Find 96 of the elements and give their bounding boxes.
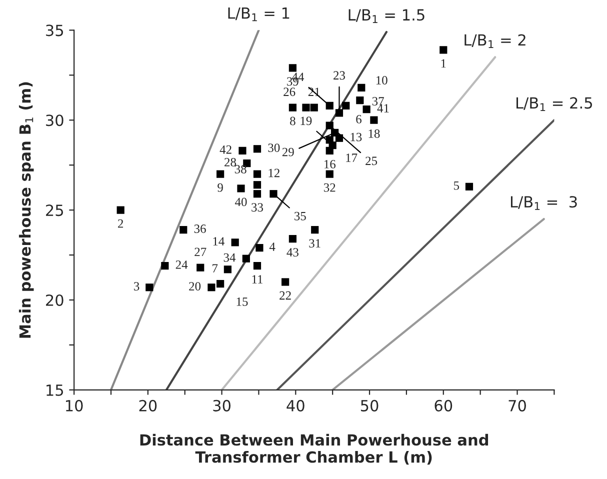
point bbox=[326, 122, 334, 130]
annotation: 11 bbox=[252, 275, 263, 284]
series-label: L/B$_{1}$ = 2 bbox=[464, 34, 526, 48]
point bbox=[358, 84, 366, 92]
annotation: 7 bbox=[212, 264, 218, 272]
y-tick-label: 20 bbox=[46, 294, 64, 306]
annotation: 40 bbox=[234, 198, 247, 206]
annotation: 5 bbox=[454, 181, 460, 190]
point bbox=[253, 145, 262, 153]
annotation: 38 bbox=[234, 164, 246, 174]
point bbox=[342, 102, 350, 110]
annotation: 30 bbox=[268, 144, 280, 152]
point bbox=[370, 116, 378, 124]
y-tick-label: 35 bbox=[46, 24, 63, 36]
annotation: 26 bbox=[284, 88, 296, 96]
x-axis-title: Distance Between Main Powerhouse and Transformer Chamber L (m) bbox=[140, 434, 488, 465]
annotation: 2 bbox=[118, 219, 124, 228]
point bbox=[362, 106, 370, 114]
annotation: 12 bbox=[268, 168, 280, 178]
annotation: 33 bbox=[252, 203, 264, 212]
annotation: 22 bbox=[280, 291, 291, 300]
annotation: 28 bbox=[224, 158, 236, 166]
annotation: 29 bbox=[282, 148, 294, 156]
y-tick-label: 25 bbox=[46, 204, 63, 216]
x-tick-label: 40 bbox=[286, 400, 304, 412]
annotation: 25 bbox=[366, 156, 378, 166]
point bbox=[224, 266, 232, 274]
point bbox=[237, 184, 245, 192]
annotation: 24 bbox=[176, 260, 188, 269]
y-tick-label: 15 bbox=[46, 384, 63, 396]
series-label: L/B$_{1}$ = 1.5 bbox=[348, 9, 424, 23]
annotation: 32 bbox=[324, 183, 336, 192]
point bbox=[253, 190, 262, 198]
point bbox=[238, 146, 246, 154]
annotation: 37 bbox=[372, 97, 384, 106]
point bbox=[146, 284, 154, 292]
point bbox=[216, 170, 224, 178]
annotation: 1 bbox=[441, 59, 446, 68]
y-tick-label: 30 bbox=[46, 114, 64, 126]
annotation: 35 bbox=[294, 212, 306, 220]
point bbox=[465, 182, 474, 190]
x-tick-label: 60 bbox=[434, 400, 452, 412]
annotation: 20 bbox=[189, 282, 201, 291]
point bbox=[288, 64, 297, 72]
x-tick-label: 30 bbox=[213, 400, 230, 412]
point bbox=[180, 226, 188, 234]
annotation: 18 bbox=[368, 129, 380, 138]
y-axis-title: Main powerhouse span B$_{1}$ (m) bbox=[18, 82, 34, 338]
annotation: 3 bbox=[134, 282, 140, 291]
x-tick-label: 70 bbox=[508, 400, 526, 412]
point bbox=[256, 244, 264, 252]
point bbox=[288, 235, 297, 243]
point bbox=[253, 170, 262, 178]
annotation: 41 bbox=[377, 104, 389, 112]
series-label: L/B$_{1}$ = 2.5 bbox=[516, 97, 592, 111]
point bbox=[196, 264, 204, 272]
point bbox=[440, 46, 448, 54]
annotation: 10 bbox=[376, 76, 388, 84]
annotation: 6 bbox=[356, 115, 362, 124]
annotation: 19 bbox=[300, 116, 312, 126]
series-label: L/B$_{1}$ = 1 bbox=[228, 8, 290, 22]
annotation: 13 bbox=[350, 132, 362, 142]
x-tick-label: 50 bbox=[360, 400, 378, 412]
point bbox=[288, 104, 297, 112]
annotation: 4 bbox=[269, 242, 276, 251]
annotation: 34 bbox=[224, 253, 236, 262]
annotation: 16 bbox=[324, 160, 336, 168]
annotation: 36 bbox=[194, 224, 206, 233]
point bbox=[216, 280, 224, 288]
annotation: 14 bbox=[213, 237, 224, 246]
x-tick-label: 10 bbox=[66, 400, 83, 412]
point bbox=[270, 190, 278, 198]
annotation: 43 bbox=[286, 248, 298, 257]
annotation: 23 bbox=[334, 71, 345, 80]
point bbox=[302, 104, 310, 112]
annotation: 31 bbox=[309, 239, 320, 248]
point bbox=[253, 181, 262, 189]
point bbox=[356, 96, 364, 104]
point bbox=[311, 226, 319, 234]
point bbox=[116, 206, 124, 214]
annotation: 15 bbox=[236, 298, 248, 306]
point bbox=[253, 262, 262, 270]
point bbox=[242, 254, 250, 262]
series-label: L/B$_{1}$ = 3 bbox=[510, 196, 577, 210]
point bbox=[208, 284, 216, 292]
point bbox=[231, 238, 239, 246]
annotation: 8 bbox=[290, 116, 296, 126]
point bbox=[326, 170, 334, 178]
point bbox=[161, 262, 169, 270]
annotation: 27 bbox=[194, 248, 206, 256]
annotation: 17 bbox=[346, 154, 358, 162]
annotation: 42 bbox=[220, 145, 232, 154]
point bbox=[310, 104, 318, 112]
point bbox=[282, 278, 290, 286]
x-tick-label: 20 bbox=[139, 400, 157, 412]
annotation: 9 bbox=[218, 183, 223, 192]
